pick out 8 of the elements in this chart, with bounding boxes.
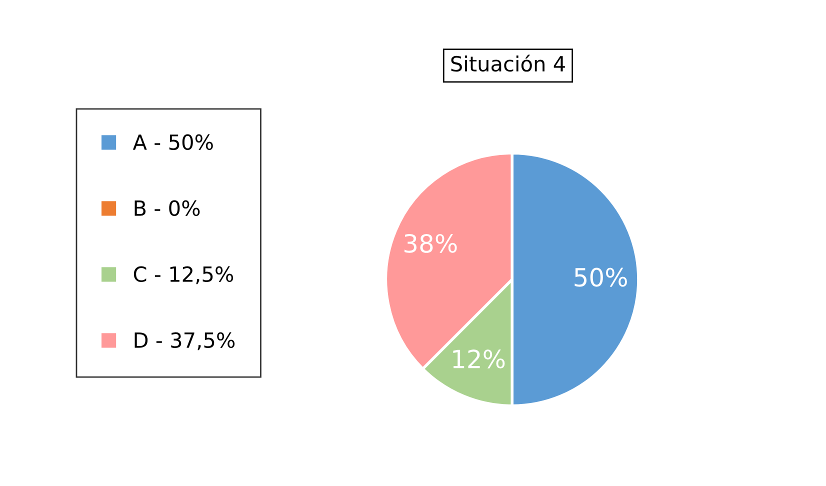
data-label: 12% bbox=[453, 350, 505, 368]
legend-label: D - 37,5% bbox=[134, 332, 235, 350]
legend-label: B - 0% bbox=[134, 200, 200, 216]
chart-title: Situación 4 bbox=[451, 54, 565, 72]
legend-label: A - 50% bbox=[132, 134, 213, 150]
legend-label: C - 12,5% bbox=[134, 266, 234, 284]
data-label: 50% bbox=[574, 268, 627, 287]
data-label: 38% bbox=[404, 234, 457, 253]
